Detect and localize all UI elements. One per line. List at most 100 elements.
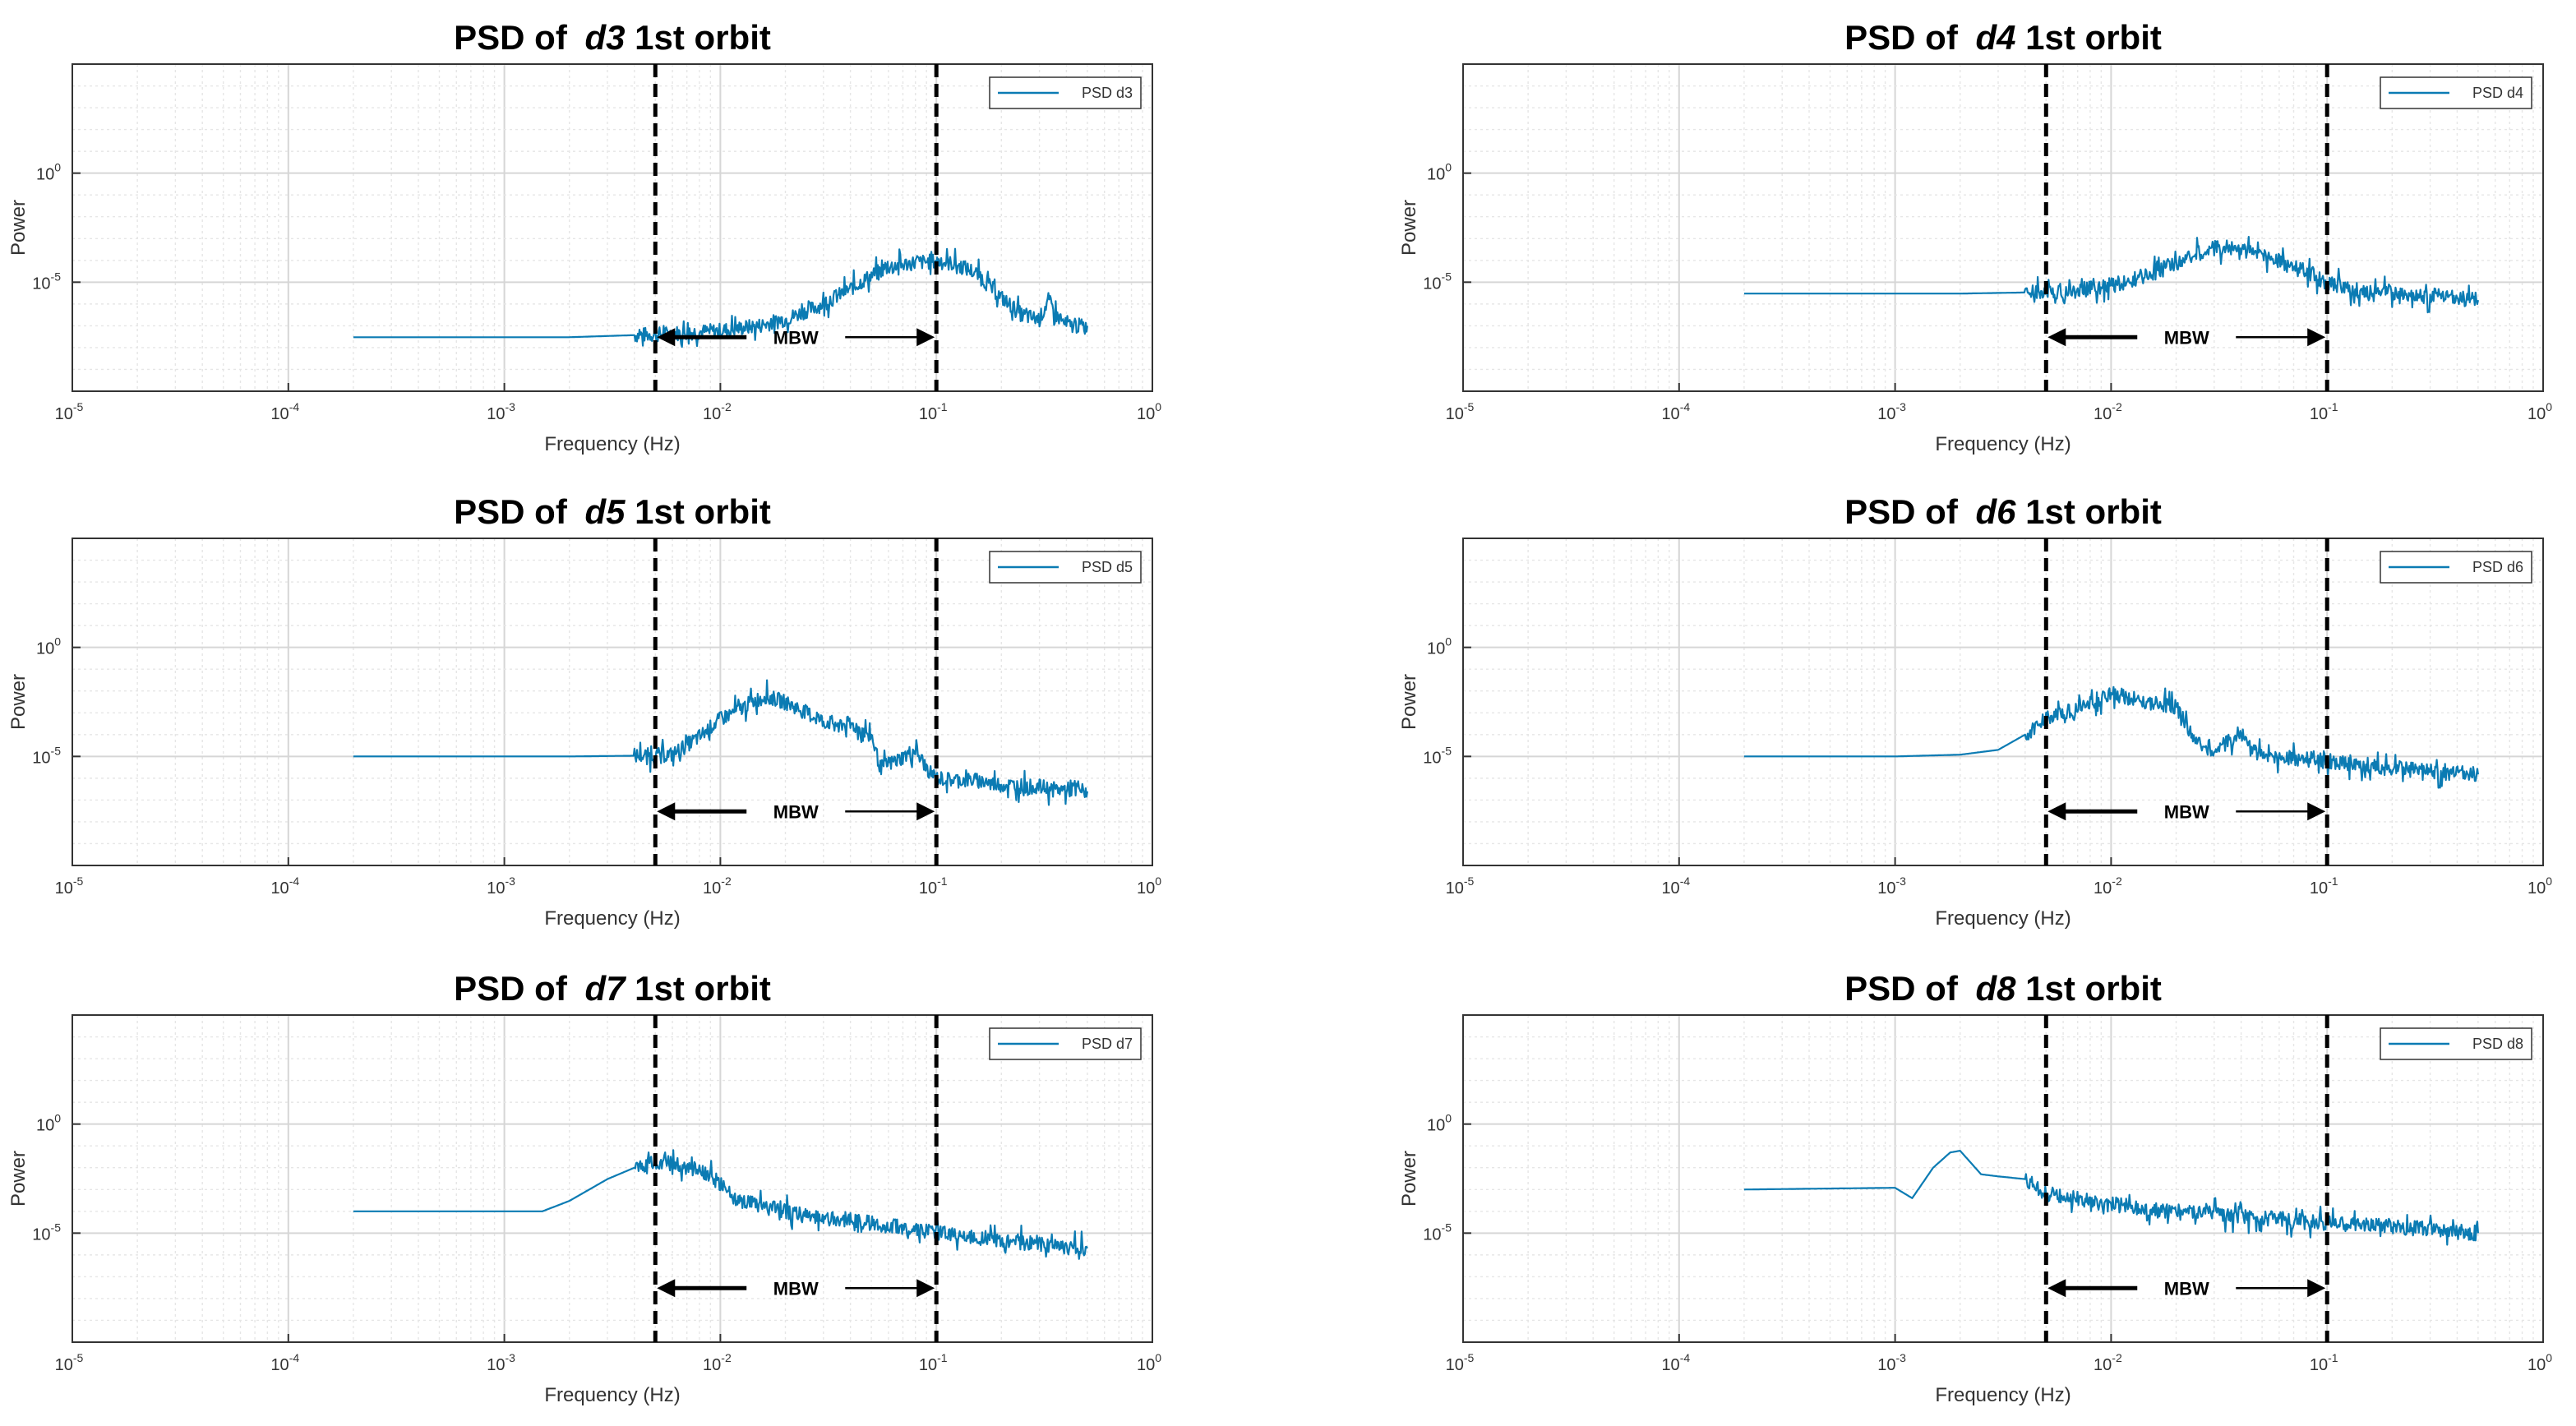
tick-base: 10 (2528, 405, 2546, 423)
x-tick-label: 10-2 (2094, 1351, 2122, 1374)
tick-exponent: -5 (1442, 1221, 1452, 1234)
tick-exponent: -4 (289, 400, 300, 413)
tick-base: 10 (270, 1356, 289, 1374)
tick-exponent: -4 (1680, 875, 1691, 888)
axes-frame (72, 538, 1153, 866)
tick-base: 10 (270, 405, 289, 423)
x-axis-label: Frequency (Hz) (1935, 433, 2070, 455)
y-axis-label: Power (1398, 674, 1420, 730)
plot-area (1463, 64, 2543, 391)
title-prefix: PSD of (454, 18, 576, 57)
tick-exponent: -3 (505, 1351, 515, 1364)
band-arrow-left-head (2047, 1279, 2066, 1298)
title-prefix: PSD of (1844, 969, 1967, 1008)
tick-exponent: -5 (73, 1351, 84, 1364)
tick-exponent: -5 (1464, 400, 1475, 413)
y-tick-label: 10-5 (1423, 270, 1452, 293)
legend-label: PSD d7 (1082, 1036, 1133, 1052)
x-axis-label: Frequency (Hz) (1935, 1384, 2070, 1406)
tick-exponent: 0 (1155, 875, 1161, 888)
tick-exponent: -2 (721, 400, 732, 413)
tick-base: 10 (703, 405, 721, 423)
x-tick-label: 100 (2528, 400, 2552, 423)
tick-base: 10 (1446, 405, 1464, 423)
x-tick-label: 10-1 (2310, 1351, 2338, 1374)
tick-base: 10 (1446, 879, 1464, 898)
y-tick-label: 100 (36, 635, 61, 658)
x-tick-label: 10-4 (270, 400, 299, 423)
band-label: MBW (773, 801, 819, 822)
tick-exponent: -4 (1680, 1351, 1691, 1364)
tick-exponent: -3 (505, 875, 515, 888)
x-tick-label: 10-1 (919, 1351, 948, 1374)
tick-exponent: -4 (289, 875, 300, 888)
tick-base: 10 (1427, 640, 1445, 658)
x-tick-label: 100 (1137, 1351, 1161, 1374)
x-axis-label: Frequency (Hz) (544, 907, 680, 930)
series-line (1743, 236, 2479, 314)
axes-frame (1462, 538, 2544, 866)
tick-base: 10 (919, 879, 937, 898)
tick-base: 10 (1661, 405, 1679, 423)
x-tick-label: 10-3 (487, 400, 515, 423)
title-prefix: PSD of (1844, 492, 1967, 531)
tick-base: 10 (2310, 1356, 2328, 1374)
tick-exponent: 0 (1155, 1351, 1161, 1364)
tick-exponent: -3 (1895, 875, 1906, 888)
tick-base: 10 (1137, 1356, 1155, 1374)
tick-base: 10 (2094, 879, 2112, 898)
series-line (353, 1149, 1088, 1260)
axes-frame (72, 63, 1153, 392)
tick-exponent: -5 (1464, 1351, 1475, 1364)
tick-base: 10 (1423, 1225, 1441, 1244)
title-suffix: 1st orbit (626, 18, 771, 57)
y-tick-label: 100 (1427, 161, 1452, 184)
legend-label: PSD d5 (1082, 559, 1133, 575)
tick-base: 10 (1137, 879, 1155, 898)
axes-frame (72, 1014, 1153, 1343)
x-tick-label: 10-2 (2094, 875, 2122, 898)
x-tick-label: 10-1 (2310, 875, 2338, 898)
plot-area (1463, 1015, 2543, 1342)
tick-base: 10 (703, 879, 721, 898)
chart-title: PSD of d6 1st orbit (1844, 492, 2162, 531)
band-arrow-left-head (2047, 802, 2066, 821)
chart-title: PSD of d4 1st orbit (1844, 18, 2162, 57)
x-tick-label: 10-2 (703, 1351, 732, 1374)
x-tick-label: 10-2 (2094, 400, 2122, 423)
title-variable: d3 (584, 18, 625, 57)
legend: PSD d6 (2380, 551, 2532, 584)
tick-base: 10 (1427, 1117, 1445, 1135)
x-tick-label: 10-4 (270, 875, 299, 898)
tick-base: 10 (487, 879, 505, 898)
tick-base: 10 (919, 405, 937, 423)
tick-base: 10 (2310, 405, 2328, 423)
chart-title: PSD of d5 1st orbit (454, 492, 771, 531)
x-tick-label: 10-5 (1446, 1351, 1475, 1374)
y-tick-label: 10-5 (32, 270, 61, 293)
band-arrow-right-head (2307, 328, 2326, 347)
tick-exponent: -5 (51, 744, 62, 757)
y-axis-label: Power (7, 200, 30, 256)
x-tick-label: 10-4 (1661, 875, 1690, 898)
band-arrow-left-head (2047, 328, 2066, 347)
y-tick-label: 100 (1427, 635, 1452, 658)
grid (72, 1014, 1152, 1343)
tick-base: 10 (487, 405, 505, 423)
legend: PSD d8 (2380, 1027, 2532, 1060)
tick-base: 10 (1877, 1356, 1895, 1374)
legend-label: PSD d8 (2472, 1036, 2523, 1052)
legend: PSD d4 (2380, 76, 2532, 109)
y-tick-label: 100 (36, 1112, 61, 1135)
band-arrow-right-head (916, 802, 935, 821)
y-axis-label: Power (7, 674, 30, 730)
x-tick-label: 10-5 (1446, 875, 1475, 898)
tick-exponent: -3 (505, 400, 515, 413)
plot-area (1463, 538, 2543, 865)
x-tick-label: 10-1 (919, 400, 948, 423)
